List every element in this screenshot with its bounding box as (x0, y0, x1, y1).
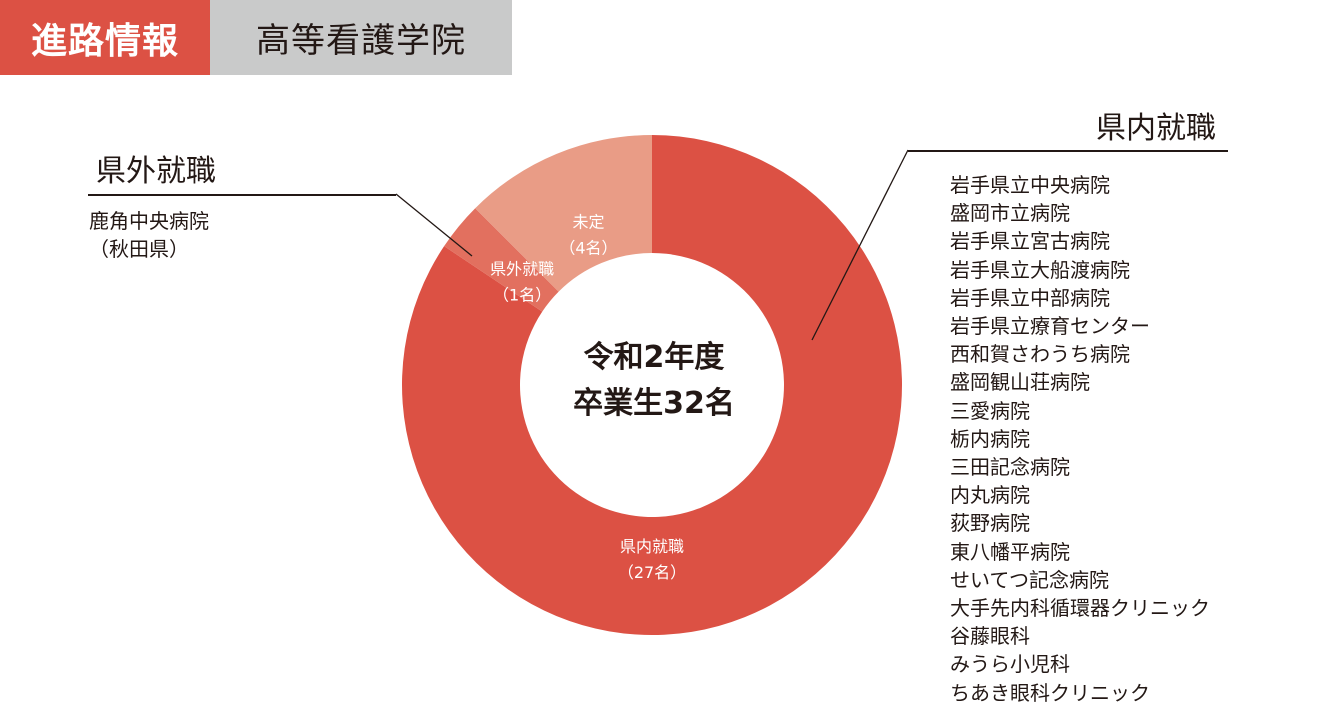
inside-item: 岩手県立宮古病院 (950, 229, 1110, 254)
inside-rule (908, 150, 1228, 152)
outside-heading: 県外就職 (96, 154, 216, 189)
inside-item: 盛岡市立病院 (950, 201, 1070, 226)
slice-outside-label-name: 県外就職 (490, 259, 554, 278)
center-line-1: 令和2年度 (584, 340, 725, 375)
inside-item: 岩手県立大船渡病院 (950, 257, 1130, 282)
inside-item: 西和賀さわうち病院 (950, 342, 1130, 367)
slice-undecided-label-name: 未定 (572, 213, 604, 232)
inside-item: 岩手県立療育センター (950, 314, 1150, 339)
slice-inside-label-name: 県内就職 (620, 537, 684, 556)
inside-item: 内丸病院 (950, 483, 1030, 508)
slice-inside-label-value: （27名） (618, 563, 686, 582)
outside-item: （秋田県） (89, 237, 189, 262)
outside-leader-line (395, 193, 473, 257)
slice-outside-label-value: （1名） (493, 285, 551, 304)
outside-item: 鹿角中央病院 (89, 209, 209, 233)
inside-item: みうら小児科 (950, 652, 1070, 677)
slice-inside (402, 135, 902, 635)
inside-item: 三愛病院 (950, 398, 1030, 423)
outside-rule (88, 194, 396, 196)
center-line-2: 卒業生32名 (573, 386, 735, 421)
inside-item: 大手先内科循環器クリニック (950, 596, 1210, 621)
inside-item: 岩手県立中部病院 (950, 285, 1110, 310)
inside-item: 岩手県立中央病院 (950, 173, 1110, 197)
inside-item: 三田記念病院 (950, 455, 1070, 480)
inside-item: せいてつ記念病院 (950, 567, 1109, 592)
inside-list: 岩手県立中央病院 盛岡市立病院岩手県立宮古病院 岩手県立大船渡病院 岩手県立中部病院岩… (950, 171, 1210, 707)
school-name: 高等看護学院 (210, 0, 512, 75)
inside-item: 盛岡観山荘病院 (950, 370, 1090, 395)
outside-list: 鹿角中央病院 （秋田県） (89, 207, 209, 263)
slice-undecided (475, 135, 652, 292)
inside-item: 荻野病院 (950, 511, 1030, 536)
slice-undecided-label-value: （4名） (559, 239, 617, 258)
section-label: 進路情報 (0, 0, 210, 75)
inside-item: 栃内病院 (950, 426, 1030, 451)
inside-leader-line (811, 149, 909, 341)
inside-item: 谷藤眼科 (950, 624, 1030, 649)
inside-item: 東八幡平病院 (950, 539, 1070, 564)
inside-heading: 県内就職 (1096, 111, 1216, 146)
slice-outside (444, 208, 559, 312)
